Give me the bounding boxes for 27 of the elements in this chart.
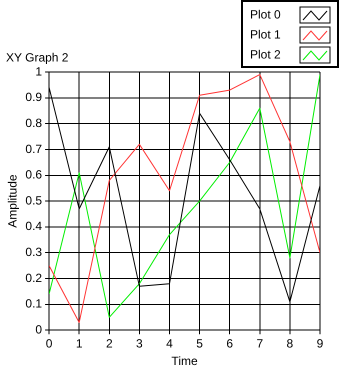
y-tick-label: 0.4 (25, 219, 42, 234)
x-tick-label: 2 (106, 336, 113, 351)
x-axis-title: Time (171, 354, 198, 368)
x-tick-label: 3 (136, 336, 144, 351)
legend-label: Plot 2 (250, 47, 282, 62)
chart-title: XY Graph 2 (6, 50, 69, 64)
x-tick-label: 7 (256, 336, 264, 351)
y-tick-label: 0.1 (25, 296, 42, 311)
y-tick-label: 0.5 (25, 193, 42, 208)
x-tick-label: 5 (196, 336, 204, 351)
x-tick-label: 9 (316, 336, 324, 351)
legend-label: Plot 0 (250, 7, 282, 22)
x-tick-label: 1 (76, 336, 83, 351)
y-tick-label: 0.6 (25, 168, 42, 182)
y-tick-label: 0.7 (25, 142, 42, 156)
y-tick-label: 1 (35, 64, 42, 78)
y-tick-label: 0.8 (25, 116, 42, 130)
legend-label: Plot 1 (250, 27, 282, 42)
y-tick-label: 0 (35, 322, 42, 337)
y-axis-title: Amplitude (6, 174, 20, 228)
x-tick-label: 6 (226, 336, 234, 351)
x-tick-label: 4 (166, 336, 174, 351)
y-tick-label: 0.9 (25, 90, 42, 104)
x-tick-label: 0 (46, 336, 53, 351)
y-tick-label: 0.2 (25, 270, 42, 285)
y-tick-label: 0.3 (25, 245, 42, 260)
x-tick-label: 8 (286, 336, 294, 351)
